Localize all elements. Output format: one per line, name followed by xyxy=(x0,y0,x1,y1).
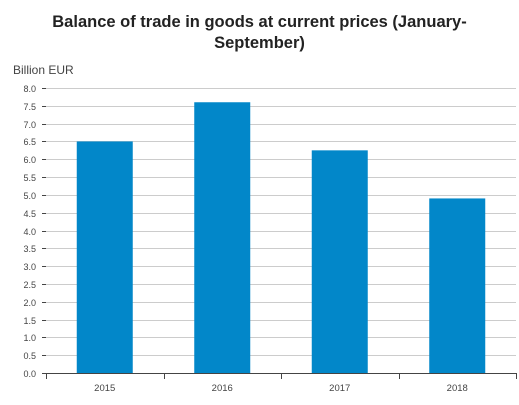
y-tick-label: 1.0 xyxy=(23,333,36,343)
y-tick-label: 4.0 xyxy=(23,227,36,237)
bar-2018 xyxy=(429,198,486,373)
chart-title-line-1: Balance of trade in goods at current pri… xyxy=(52,13,467,31)
y-tick-label: 6.0 xyxy=(23,155,36,165)
bar-2015 xyxy=(76,141,133,373)
y-tick-label: 0.0 xyxy=(23,369,36,379)
x-tick-label: 2015 xyxy=(94,383,115,394)
y-tick-label: 3.5 xyxy=(23,244,36,254)
y-tick-label: 7.5 xyxy=(23,102,36,112)
y-tick-label: 2.5 xyxy=(23,280,36,290)
x-tick-label: 2016 xyxy=(212,383,233,394)
y-tick-label: 1.5 xyxy=(23,316,36,326)
x-tick-label: 2017 xyxy=(329,383,350,394)
chart-title-line-2: September) xyxy=(214,34,305,52)
y-tick-label: 3.0 xyxy=(23,262,36,272)
x-tick-label: 2018 xyxy=(447,383,468,394)
bar-2017 xyxy=(311,150,368,373)
y-tick-label: 5.5 xyxy=(23,173,36,183)
y-tick-label: 4.5 xyxy=(23,209,36,219)
y-tick-label: 8.0 xyxy=(23,84,36,94)
chart-title: Balance of trade in goods at current pri… xyxy=(0,12,519,54)
y-axis-unit-label: Billion EUR xyxy=(13,63,74,77)
bar-2016 xyxy=(194,102,251,373)
y-tick-label: 0.5 xyxy=(23,351,36,361)
y-tick-label: 6.5 xyxy=(23,137,36,147)
y-tick-label: 7.0 xyxy=(23,120,36,130)
y-tick-label: 2.0 xyxy=(23,298,36,308)
y-tick-label: 5.0 xyxy=(23,191,36,201)
